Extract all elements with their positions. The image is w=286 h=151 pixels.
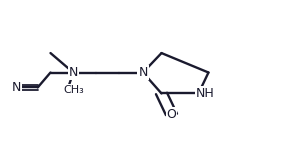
Text: NH: NH xyxy=(196,87,215,100)
Text: N: N xyxy=(12,81,21,94)
Text: O: O xyxy=(166,108,176,121)
Text: CH₃: CH₃ xyxy=(63,85,84,95)
Text: N: N xyxy=(138,66,148,79)
Text: N: N xyxy=(69,66,78,79)
